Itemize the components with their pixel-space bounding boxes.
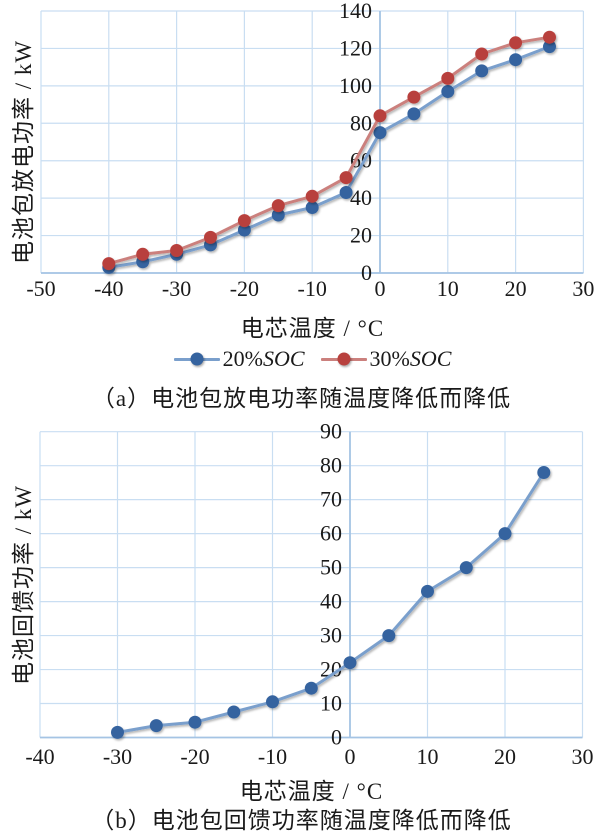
svg-text:-40: -40 (25, 744, 54, 769)
svg-text:0: 0 (345, 744, 356, 769)
series-20%SOC (102, 40, 556, 274)
svg-text:10: 10 (320, 691, 342, 716)
axis-tick-labels: -40 -30 -20 -10 0 10 20 30 0 10 20 30 40 50 60 70 80 90 (25, 420, 593, 769)
svg-text:0: 0 (375, 276, 386, 301)
series-30%SOC (102, 30, 556, 271)
svg-text:0: 0 (361, 260, 372, 285)
chart-b-y-axis-title: 电池回馈功率 / kW (11, 484, 36, 686)
svg-text:20: 20 (320, 657, 342, 682)
svg-text:120: 120 (339, 35, 372, 60)
svg-text:30: 30 (572, 744, 594, 769)
legend-item-30soc: 30%SOC (320, 346, 452, 372)
svg-text:80: 80 (350, 110, 372, 135)
svg-text:-20: -20 (180, 744, 209, 769)
svg-text:30: 30 (572, 276, 594, 301)
legend-marker-20soc-icon (173, 352, 220, 367)
axes (41, 11, 584, 274)
svg-text:30: 30 (320, 623, 342, 648)
svg-text:20: 20 (350, 223, 372, 248)
svg-text:140: 140 (339, 0, 372, 23)
svg-text:0: 0 (331, 725, 342, 750)
gridlines (40, 10, 585, 274)
series-回馈功率 (111, 466, 551, 739)
svg-text:100: 100 (339, 73, 372, 98)
caption-a: （a）电池包放电功率随温度降低而降低 (91, 386, 512, 411)
svg-text:60: 60 (320, 521, 342, 546)
legend-item-20soc: 20%SOC (173, 346, 305, 372)
chart-a-y-axis-title: 电池包放电功率 / kW (11, 39, 36, 265)
svg-text:20: 20 (494, 744, 516, 769)
legend: 20%SOC 30%SOC (41, 345, 584, 373)
chart-b-x-axis-title: 电芯温度 / °C (239, 779, 384, 804)
axes (40, 431, 583, 739)
svg-text:-30: -30 (162, 276, 191, 301)
chart-a-x-axis-title: 电芯温度 / °C (240, 316, 385, 341)
svg-text:50: 50 (320, 555, 342, 580)
svg-text:40: 40 (350, 185, 372, 210)
svg-text:20: 20 (505, 276, 527, 301)
svg-text:40: 40 (320, 589, 342, 614)
svg-text:10: 10 (437, 276, 459, 301)
feedback-power-chart: -40 -30 -20 -10 0 10 20 30 0 10 20 30 40 50 60 70 80 90 (25, 420, 593, 769)
svg-text:80: 80 (320, 453, 342, 478)
svg-text:-20: -20 (230, 276, 259, 301)
legend-marker-30soc-icon (320, 352, 367, 367)
svg-text:-10: -10 (298, 276, 327, 301)
svg-text:-10: -10 (258, 744, 287, 769)
gridlines (39, 431, 584, 739)
svg-text:-30: -30 (103, 744, 132, 769)
svg-text:-40: -40 (94, 276, 123, 301)
svg-text:90: 90 (320, 420, 342, 444)
legend-label-20soc: 20%SOC (222, 346, 305, 371)
svg-text:10: 10 (417, 744, 439, 769)
caption-b: （b）电池包回馈功率随温度降低而降低 (91, 808, 512, 833)
svg-text:-50: -50 (26, 276, 55, 301)
svg-text:70: 70 (320, 487, 342, 512)
legend-label-30soc: 30%SOC (369, 346, 452, 371)
